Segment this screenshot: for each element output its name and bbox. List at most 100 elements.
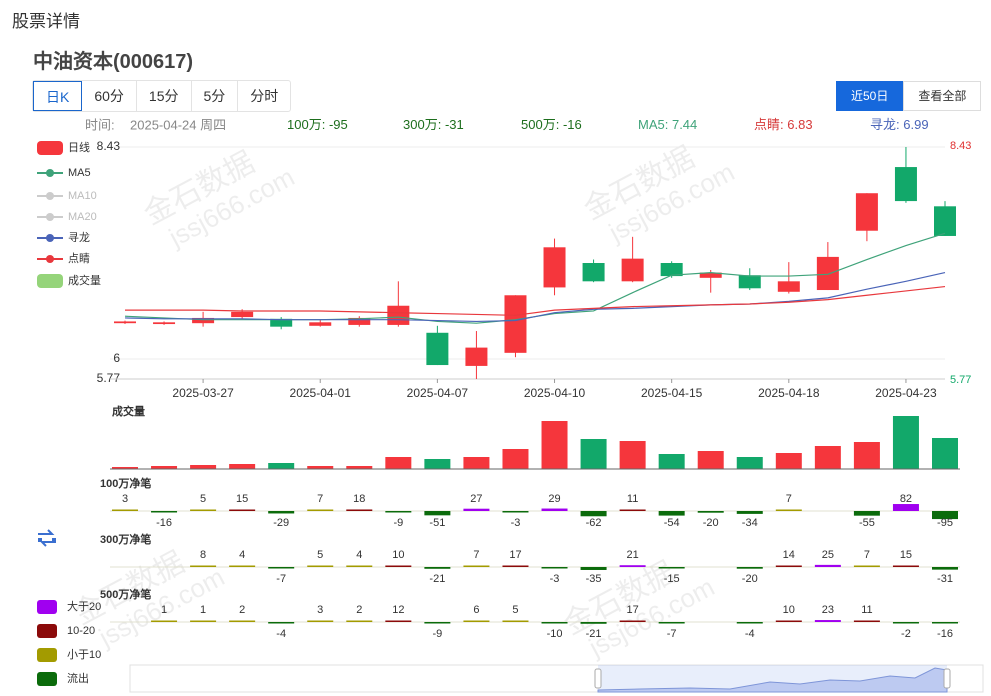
flow-label: -31 [937, 573, 953, 585]
ma-line [125, 285, 946, 316]
flow-label: 4 [356, 549, 362, 561]
flow-label: -55 [859, 517, 875, 529]
flow-bar [268, 567, 295, 569]
slider-handle[interactable] [943, 668, 951, 689]
candle-body [543, 247, 566, 288]
flow-bar [736, 622, 763, 624]
flow-bar [775, 620, 802, 622]
x-tick-label: 2025-03-27 [172, 386, 234, 400]
zoom-slider[interactable] [129, 664, 984, 693]
flow-label: 7 [786, 493, 792, 505]
y-tick-label: 6 [113, 351, 120, 365]
candle-body [777, 281, 800, 292]
legend-label: MA20 [68, 211, 97, 223]
flow-bar [775, 509, 802, 511]
flow-label: 11 [627, 493, 638, 505]
legend-swatch [46, 234, 54, 242]
volume-bar [229, 464, 256, 469]
volume-bar [853, 442, 880, 469]
flow-bar [424, 622, 451, 624]
volume-title: 成交量 [112, 404, 145, 418]
flow-label: 15 [900, 549, 912, 561]
info-value: 7.44 [672, 117, 697, 132]
legend-label: MA10 [68, 190, 97, 202]
range-button[interactable]: 查看全部 [903, 81, 982, 111]
y-tick-label: 8.43 [97, 139, 121, 153]
flow-label: -29 [273, 517, 289, 529]
flow-label: 8 [200, 549, 206, 561]
legend-label: 大于20 [67, 599, 101, 613]
info-label: MA5: [638, 117, 668, 132]
flow-bar [151, 511, 178, 513]
info-time-label: 时间: [85, 117, 115, 132]
flow-label: -95 [937, 517, 953, 529]
candle-body [699, 272, 722, 278]
flow-bar [932, 622, 958, 624]
volume-bar [268, 463, 295, 469]
flow-bar [619, 509, 646, 511]
candle-body [855, 193, 878, 231]
flow-label: 17 [509, 549, 521, 561]
candle-body [816, 256, 839, 291]
range-button[interactable]: 近50日 [836, 81, 904, 111]
flow-label: -21 [429, 573, 445, 585]
flow-label: -2 [901, 628, 911, 640]
candle-body [621, 258, 644, 282]
range-buttons: 近50日 查看全部 [836, 81, 982, 111]
flow-label: -4 [276, 628, 286, 640]
flow-label: 17 [626, 604, 638, 616]
tab[interactable]: 日K [33, 81, 83, 111]
x-tick-label: 2025-04-15 [641, 386, 703, 400]
legend-swatch [37, 274, 63, 288]
volume-bar [463, 457, 490, 469]
x-tick-label: 2025-04-07 [407, 386, 469, 400]
tab[interactable]: 60分 [82, 81, 137, 111]
flow-label: 7 [317, 493, 323, 505]
slider-handle[interactable] [594, 668, 602, 689]
flow-bar [892, 565, 919, 567]
flow-label: 4 [239, 549, 245, 561]
info-value: -16 [563, 117, 582, 132]
tab[interactable]: 15分 [137, 81, 192, 111]
legend-label: 日线 [68, 140, 90, 154]
flow-bar [541, 622, 568, 624]
flow-label: 29 [548, 493, 560, 505]
legend-swatch [37, 672, 57, 686]
flow-label: 7 [864, 549, 870, 561]
candle-body [426, 332, 449, 366]
flow-bar [580, 567, 607, 570]
period-tabs: 日K 60分 15分 5分 分时 [32, 80, 292, 112]
volume-bar [151, 466, 178, 469]
flow-label: 3 [317, 604, 323, 616]
x-tick-label: 2025-04-01 [290, 386, 352, 400]
candle-body [231, 311, 254, 318]
tab[interactable]: 5分 [192, 81, 239, 111]
flow-label: 23 [822, 604, 834, 616]
info-item: 点睛: 6.83 [754, 117, 813, 132]
flow-bar [502, 620, 529, 622]
flow-bar [580, 622, 607, 624]
legend-label: 10-20 [67, 625, 95, 637]
legend-label: MA5 [68, 167, 91, 179]
flow-bar [658, 622, 685, 624]
flow-label: -20 [703, 517, 719, 529]
info-item: 500万: -16 [521, 117, 582, 132]
flow-bar [268, 622, 295, 624]
flow-bar [932, 567, 958, 570]
slider-track [129, 664, 984, 693]
x-tick-label: 2025-04-23 [875, 386, 937, 400]
ma-line [124, 272, 946, 323]
legend-swatch [46, 192, 54, 200]
volume-bar [658, 454, 685, 469]
flow-bar [268, 511, 295, 514]
tab[interactable]: 分时 [250, 88, 279, 104]
swap-icon[interactable] [38, 529, 56, 547]
info-value: 6.83 [787, 117, 812, 132]
flow-bar [424, 567, 451, 569]
legend-swatch [46, 213, 54, 221]
flow-bar [541, 567, 568, 569]
flow-label: 6 [473, 604, 479, 616]
